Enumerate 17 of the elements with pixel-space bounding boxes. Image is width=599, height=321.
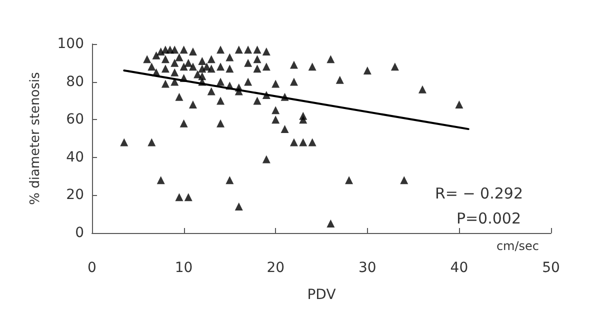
y-tick-label: 0 <box>75 225 84 241</box>
text: cm/sec <box>496 239 539 253</box>
y-axis-title: % diameter stenosis <box>28 72 43 205</box>
x-tick-label: 50 <box>542 260 560 276</box>
x-tick-label: 40 <box>450 260 468 276</box>
x-tick-label: 10 <box>174 260 193 276</box>
x-tick-label: 30 <box>358 260 376 276</box>
y-tick-label: 40 <box>66 149 84 166</box>
x-tick-label: 0 <box>88 260 96 276</box>
annotation: R= − 0.292 <box>434 184 524 202</box>
y-tick-label: 20 <box>66 187 84 204</box>
x-tick-label: 20 <box>266 260 285 276</box>
y-tick-label: 100 <box>57 36 84 52</box>
y-tick-label: 80 <box>66 74 84 90</box>
x-axis-title: PDV <box>307 287 336 303</box>
y-tick-label: 60 <box>66 112 84 128</box>
annotation: P=0.002 <box>456 210 522 228</box>
